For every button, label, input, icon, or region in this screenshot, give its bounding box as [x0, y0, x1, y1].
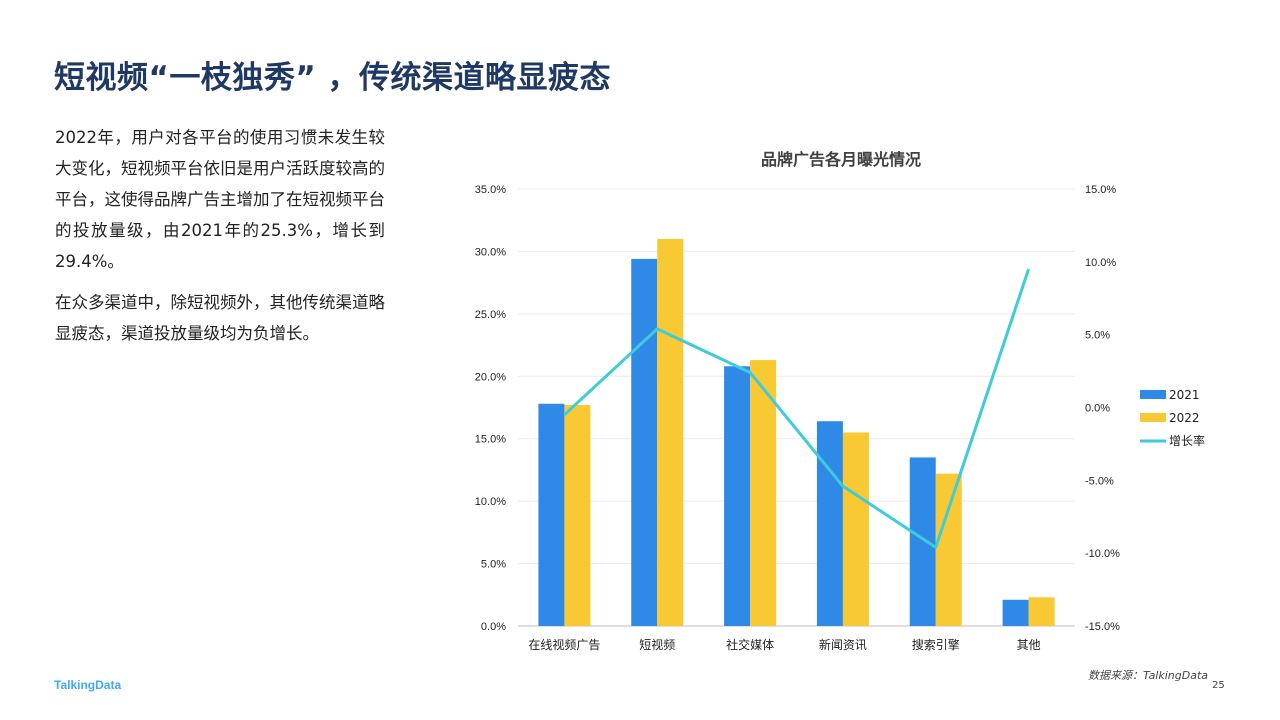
bar-2022	[564, 405, 591, 626]
right-tick-label: 15.0%	[1085, 184, 1116, 196]
data-source: 数据来源：TalkingData	[1088, 669, 1209, 682]
legend-swatch	[1140, 390, 1166, 399]
legend-swatch	[1140, 413, 1166, 422]
right-tick-label: -15.0%	[1085, 621, 1120, 633]
bar-2021	[816, 421, 843, 626]
legend-label: 增长率	[1169, 433, 1205, 448]
category-label: 其他	[1017, 638, 1041, 652]
bar-2022	[935, 473, 962, 626]
bar-2021	[909, 457, 936, 626]
bar-2022	[750, 360, 777, 626]
left-tick-label: 20.0%	[475, 371, 506, 383]
left-tick-label: 0.0%	[481, 621, 506, 633]
gridlines	[518, 188, 1075, 627]
left-tick-label: 25.0%	[475, 309, 506, 321]
page-number: 25	[1212, 680, 1225, 691]
bar-2021	[538, 403, 565, 626]
growth-line	[563, 268, 1031, 549]
bar-2022	[657, 238, 684, 626]
legend-label: 2021	[1169, 388, 1200, 402]
bar-2021	[1002, 599, 1029, 626]
category-label: 社交媒体	[726, 637, 774, 652]
legend-label: 2022	[1169, 411, 1200, 425]
left-tick-label: 35.0%	[475, 184, 506, 196]
description-paragraph-1: 2022年，用户对各平台的使用习惯未发生较大变化，短视频平台依旧是用户活跃度较高…	[55, 128, 385, 271]
bar-2021	[631, 258, 658, 626]
right-tick-label: 0.0%	[1085, 403, 1110, 415]
bar-2021	[724, 366, 751, 626]
right-tick-label: 10.0%	[1085, 257, 1116, 269]
page-title: 短视频“一枝独秀” ，传统渠道略显疲态	[54, 60, 612, 96]
line-series-growth	[563, 268, 1031, 549]
category-label: 短视频	[639, 637, 675, 652]
category-label: 在线视频广告	[528, 637, 600, 652]
right-tick-label: -5.0%	[1085, 475, 1114, 487]
legend: 2021 2022 增长率	[1140, 388, 1205, 448]
left-tick-label: 5.0%	[481, 559, 506, 571]
right-axis-ticks: -15.0% -10.0% -5.0% 0.0% 5.0% 10.0% 15.0%	[1085, 184, 1120, 633]
category-label: 搜索引擎	[912, 637, 960, 652]
category-labels: 在线视频广告 短视频 社交媒体 新闻资讯 搜索引擎 其他	[528, 637, 1040, 652]
bar-2022	[1028, 597, 1055, 626]
left-tick-label: 10.0%	[475, 496, 506, 508]
left-axis-ticks: 0.0% 5.0% 10.0% 15.0% 20.0% 25.0% 30.0% 35.0%	[475, 184, 506, 633]
left-tick-label: 15.0%	[475, 434, 506, 446]
category-label: 新闻资讯	[819, 637, 867, 652]
right-tick-label: 5.0%	[1085, 330, 1110, 342]
right-tick-label: -10.0%	[1085, 548, 1120, 560]
left-tick-label: 30.0%	[475, 246, 506, 258]
bars	[538, 238, 1055, 626]
chart-title: 品牌广告各月曝光情况	[761, 150, 921, 169]
talkingdata-logo: TalkingData	[54, 678, 122, 692]
bar-2022	[842, 432, 869, 626]
description-paragraph-2: 在众多渠道中，除短视频外，其他传统渠道略显疲态，渠道投放量级均为负增长。	[55, 293, 385, 343]
